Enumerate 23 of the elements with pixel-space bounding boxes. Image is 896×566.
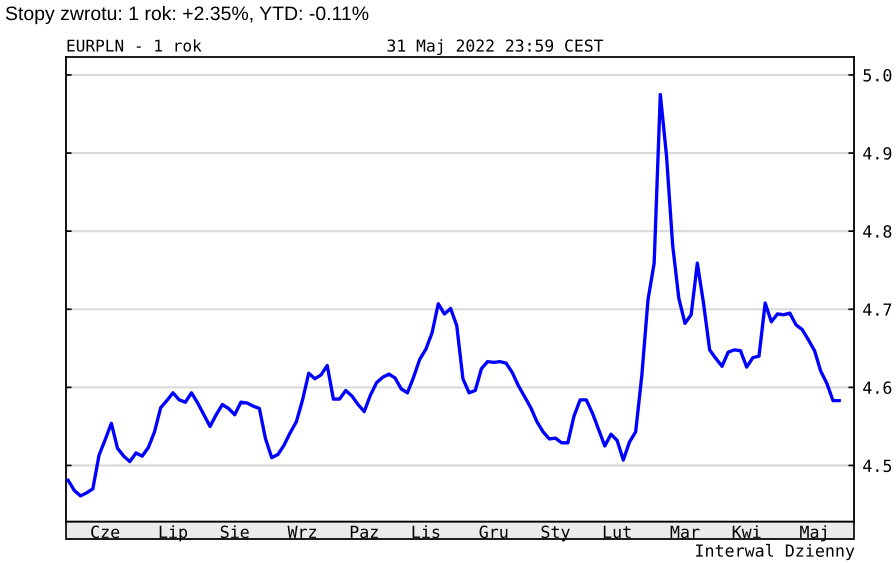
text: Stopy zwrotu: 1 rok: +2.35%, YTD: -0.11% bbox=[6, 6, 368, 24]
x-tick-label: Mar bbox=[670, 526, 700, 538]
x-tick-label: Lut bbox=[604, 526, 631, 538]
x-tick-label: Wrz bbox=[288, 526, 316, 538]
chart-title: EURPLN - 1 rok bbox=[68, 39, 202, 52]
x-tick-label: Lis bbox=[412, 525, 440, 538]
x-tick-label: Sty bbox=[542, 526, 570, 542]
line-series bbox=[66, 92, 841, 498]
x-tick-label: Cze bbox=[91, 526, 120, 538]
x-tick-label: Maj bbox=[800, 525, 826, 542]
x-tick-label: Gru bbox=[480, 526, 508, 538]
y-tick-label: 5.0 bbox=[863, 68, 892, 82]
chart-subtitle: 31 Maj 2022 23:59 CEST bbox=[388, 39, 604, 55]
y-tick-label: 4.8 bbox=[863, 225, 892, 238]
x-tick-label: Kwi bbox=[732, 525, 761, 538]
text: Interwal Dzienny bbox=[696, 544, 854, 560]
y-tick-label: 4.9 bbox=[863, 147, 892, 160]
x-tick-label: Sie bbox=[220, 525, 249, 538]
x-tick-label: Paz bbox=[350, 526, 378, 538]
y-tick-label: 4.5 bbox=[863, 460, 892, 472]
y-tick-label: 4.6 bbox=[863, 381, 892, 394]
y-tick-label: 4.7 bbox=[863, 303, 892, 316]
x-tick-label: Lip bbox=[160, 525, 188, 542]
